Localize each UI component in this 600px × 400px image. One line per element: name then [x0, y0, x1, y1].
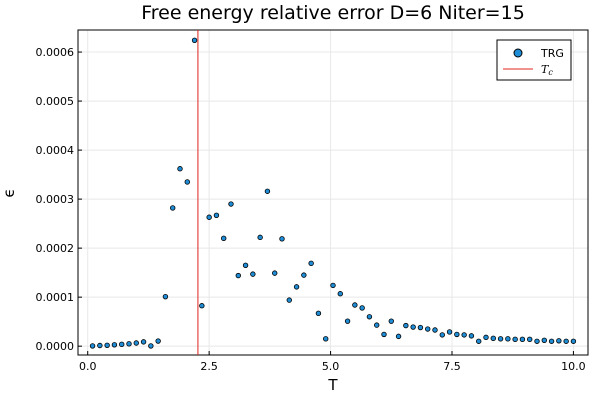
data-point [242, 262, 249, 268]
data-point [512, 336, 518, 343]
data-point [476, 338, 482, 344]
data-point [446, 329, 453, 335]
data-point [417, 324, 424, 331]
legend-label-trg: TRG [540, 47, 564, 60]
legend-label-tc-sub: c [548, 68, 553, 77]
y-tick-label: 0.0000 [36, 340, 75, 353]
data-point [497, 336, 504, 342]
data-point [381, 331, 387, 338]
data-point [388, 318, 394, 324]
data-point [570, 338, 577, 344]
data-point [89, 343, 96, 349]
data-point [191, 37, 198, 43]
y-tick-label: 0.0005 [36, 95, 75, 108]
data-point [403, 322, 409, 329]
data-point [352, 302, 358, 308]
plot-frame [77, 29, 589, 356]
x-axis: 0.0 2.5 5.0 7.5 10.0 [79, 351, 586, 373]
data-point [170, 205, 176, 211]
data-point [126, 341, 132, 347]
data-point [228, 201, 234, 207]
data-point [410, 324, 416, 330]
y-tick-label: 0.0006 [36, 46, 75, 59]
y-axis: 0.0000 0.0001 0.0002 0.0003 0.0004 0.0005 0.00… [36, 46, 82, 353]
trg-points [89, 37, 577, 349]
x-axis-label: T [327, 376, 338, 394]
data-point [541, 337, 547, 343]
data-point [235, 272, 241, 279]
y-tick-label: 0.0001 [36, 291, 75, 304]
legend: TRG Tc [496, 39, 572, 81]
data-point [432, 327, 438, 333]
data-point [563, 338, 569, 344]
data-point [213, 212, 220, 218]
data-point [279, 236, 285, 242]
x-tick-label: 7.5 [443, 360, 461, 373]
data-point [454, 331, 460, 338]
data-point [97, 342, 103, 349]
data-point [111, 342, 118, 348]
y-tick-label: 0.0004 [36, 144, 75, 157]
data-point [556, 338, 562, 344]
data-point [162, 293, 169, 300]
data-point [527, 336, 533, 343]
data-point [534, 338, 540, 344]
data-point [519, 336, 526, 343]
data-point [286, 297, 292, 303]
data-point [505, 336, 511, 342]
data-point [199, 303, 205, 309]
data-point [337, 291, 343, 297]
data-point [104, 342, 110, 348]
data-point [439, 332, 445, 338]
x-tick-label: 5.0 [322, 360, 340, 373]
data-point [461, 332, 467, 338]
data-point [221, 235, 227, 242]
y-tick-label: 0.0002 [36, 242, 75, 255]
data-point [301, 272, 307, 278]
data-point [366, 314, 373, 320]
data-point [330, 282, 336, 289]
data-point [490, 335, 496, 342]
legend-marker-trg [513, 48, 523, 58]
y-axis-label: ϵ [0, 188, 18, 197]
data-point [315, 310, 322, 317]
data-point [308, 260, 314, 267]
data-point [184, 179, 190, 185]
data-point [257, 234, 263, 241]
x-tick-label: 0.0 [79, 360, 97, 373]
data-point [483, 334, 489, 341]
data-point [323, 336, 329, 342]
data-point [359, 305, 365, 311]
data-point [119, 341, 125, 348]
y-tick-label: 0.0003 [36, 193, 75, 206]
data-point [148, 343, 154, 349]
data-point [395, 333, 402, 340]
chart-title: Free energy relative error D=6 Niter=15 [141, 2, 525, 24]
data-point [250, 271, 256, 277]
data-point [140, 339, 147, 345]
data-point [293, 284, 300, 290]
data-point [344, 318, 351, 324]
legend-label-tc: Tc [541, 63, 553, 77]
data-point [425, 326, 431, 332]
data-point [374, 322, 380, 328]
x-tick-label: 2.5 [200, 360, 218, 373]
legend-box [496, 39, 572, 81]
legend-label-tc-main: T [541, 63, 550, 76]
data-point [155, 338, 161, 344]
data-point [468, 333, 475, 339]
data-point [264, 188, 271, 194]
data-point [548, 338, 555, 344]
data-point [177, 166, 183, 172]
x-tick-label: 10.0 [561, 360, 586, 373]
data-point [133, 340, 139, 346]
data-point [206, 214, 212, 220]
data-point [272, 270, 278, 276]
